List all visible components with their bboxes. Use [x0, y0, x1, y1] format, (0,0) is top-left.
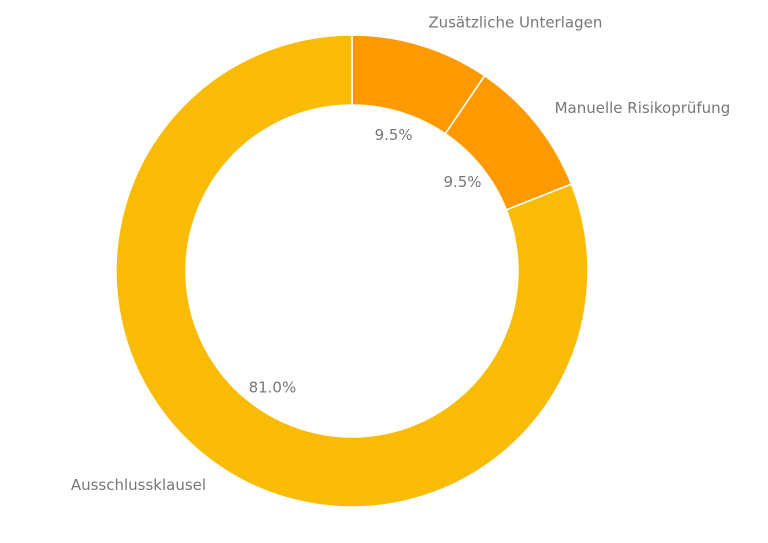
segment-label: Manuelle Risikoprüfung — [555, 99, 731, 117]
value-label: 9.5% — [443, 173, 481, 191]
donut-segment — [115, 34, 589, 508]
segment-label: Ausschlussklausel — [71, 476, 206, 494]
segment-label: Zusätzliche Unterlagen — [428, 13, 602, 31]
value-label: 81.0% — [249, 379, 297, 397]
value-label: 9.5% — [375, 126, 413, 144]
